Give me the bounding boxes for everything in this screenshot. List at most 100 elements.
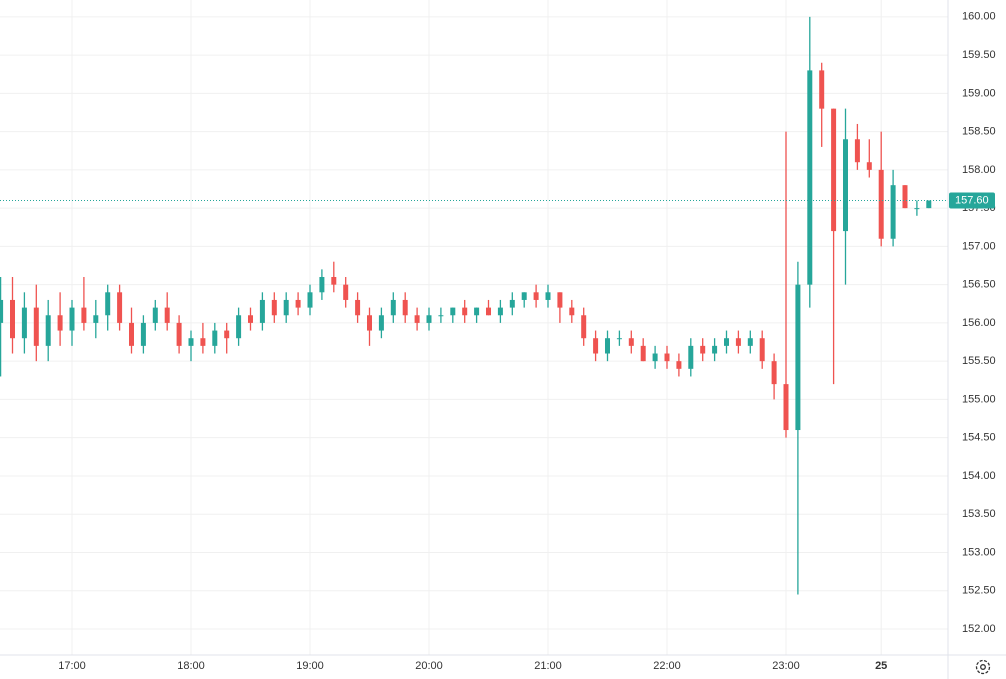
candle-body: [700, 345, 706, 354]
x-tick-label: 18:00: [177, 660, 205, 672]
candle-body: [271, 299, 277, 316]
candle-body: [152, 307, 158, 323]
candle-body: [831, 108, 837, 232]
price-label-box: [949, 192, 995, 209]
candle-body: [248, 315, 253, 323]
candle-body: [140, 322, 146, 346]
axes: 152.00 152.50 153.00 153.50 154.00 154.50 155.…: [0, 11, 996, 672]
candle-body: [57, 315, 63, 331]
candle-body: [319, 276, 325, 293]
y-tick-label: 156.50: [962, 279, 996, 291]
candle-body: [581, 315, 587, 339]
candle-body: [164, 307, 170, 323]
candle-body: [283, 299, 289, 316]
candles: [0, 16, 932, 595]
candle-body: [569, 307, 575, 316]
candle-body: [331, 276, 337, 285]
y-tick-label: 159.50: [962, 49, 996, 61]
candle-body: [105, 292, 111, 316]
candle-body: [688, 345, 694, 369]
candle-body: [616, 338, 622, 340]
candle-body: [783, 384, 789, 431]
candle-body: [33, 307, 39, 346]
candle-body: [390, 299, 396, 316]
y-tick-label: 158.00: [962, 164, 996, 176]
candle-body: [866, 162, 872, 170]
candle-body: [664, 353, 670, 362]
candle-body: [438, 315, 444, 317]
candle-body: [10, 299, 15, 339]
candle-body: [747, 338, 753, 346]
y-tick-label: 155.50: [962, 355, 996, 367]
y-tick-label: 157.00: [962, 240, 996, 252]
candle-body: [93, 315, 99, 323]
candle-body: [795, 284, 801, 431]
candle-body: [628, 338, 634, 346]
candle-body: [521, 292, 527, 300]
candle-body: [735, 338, 741, 346]
candle-body: [902, 185, 908, 209]
settings-button[interactable]: [975, 659, 991, 675]
candle-body: [593, 338, 599, 354]
candle-body: [545, 292, 551, 300]
x-tick-label: 23:00: [772, 660, 800, 672]
candle-body: [843, 139, 848, 232]
candle-body: [533, 292, 539, 300]
candle-body: [307, 292, 313, 308]
y-tick-label: 154.00: [962, 470, 996, 482]
candle-body: [378, 315, 384, 331]
candle-body: [402, 299, 408, 316]
price-label: 157.60: [955, 194, 989, 206]
candle-body: [652, 353, 658, 362]
candle-body: [557, 292, 563, 308]
candle-body: [21, 307, 27, 339]
x-tick-label: 22:00: [653, 660, 681, 672]
candle-body: [509, 299, 515, 308]
candle-body: [819, 70, 825, 109]
candle-body: [236, 315, 242, 339]
x-tick-label: 20:00: [415, 660, 443, 672]
x-tick-label: 17:00: [58, 660, 86, 672]
candle-body: [200, 338, 206, 346]
y-tick-label: 159.00: [962, 87, 996, 99]
y-tick-label: 154.50: [962, 432, 996, 444]
candle-body: [426, 315, 432, 323]
candle-body: [878, 169, 884, 239]
candle-body: [462, 307, 468, 316]
candle-body: [259, 299, 265, 323]
candle-body: [224, 330, 230, 339]
candle-body: [355, 299, 361, 316]
candle-body: [45, 315, 51, 346]
candle-body: [914, 208, 920, 210]
y-tick-label: 158.50: [962, 126, 996, 138]
candle-body: [367, 315, 372, 331]
candle-body: [129, 322, 134, 346]
candle-body: [890, 185, 896, 239]
candle-body: [724, 338, 729, 346]
candle-body: [926, 200, 932, 209]
candle-body: [69, 307, 75, 331]
y-tick-label: 153.50: [962, 508, 996, 520]
candle-body: [474, 307, 480, 316]
x-tick-label: 19:00: [296, 660, 324, 672]
candle-body: [854, 139, 860, 163]
candle-body: [605, 338, 610, 354]
candle-body: [640, 345, 646, 362]
y-tick-label: 156.00: [962, 317, 996, 329]
candle-body: [676, 361, 682, 369]
candle-body: [414, 315, 420, 323]
y-tick-label: 153.00: [962, 546, 996, 558]
candle-body: [486, 307, 491, 316]
candle-body: [759, 338, 765, 362]
y-tick-label: 152.50: [962, 585, 996, 597]
candle-body: [176, 322, 182, 346]
candle-body: [343, 284, 349, 300]
candle-body: [188, 338, 194, 346]
candle-body: [117, 292, 123, 323]
candle-body: [212, 330, 218, 346]
candle-body: [81, 307, 87, 323]
y-tick-label: 155.00: [962, 393, 996, 405]
candle-body: [295, 299, 301, 308]
